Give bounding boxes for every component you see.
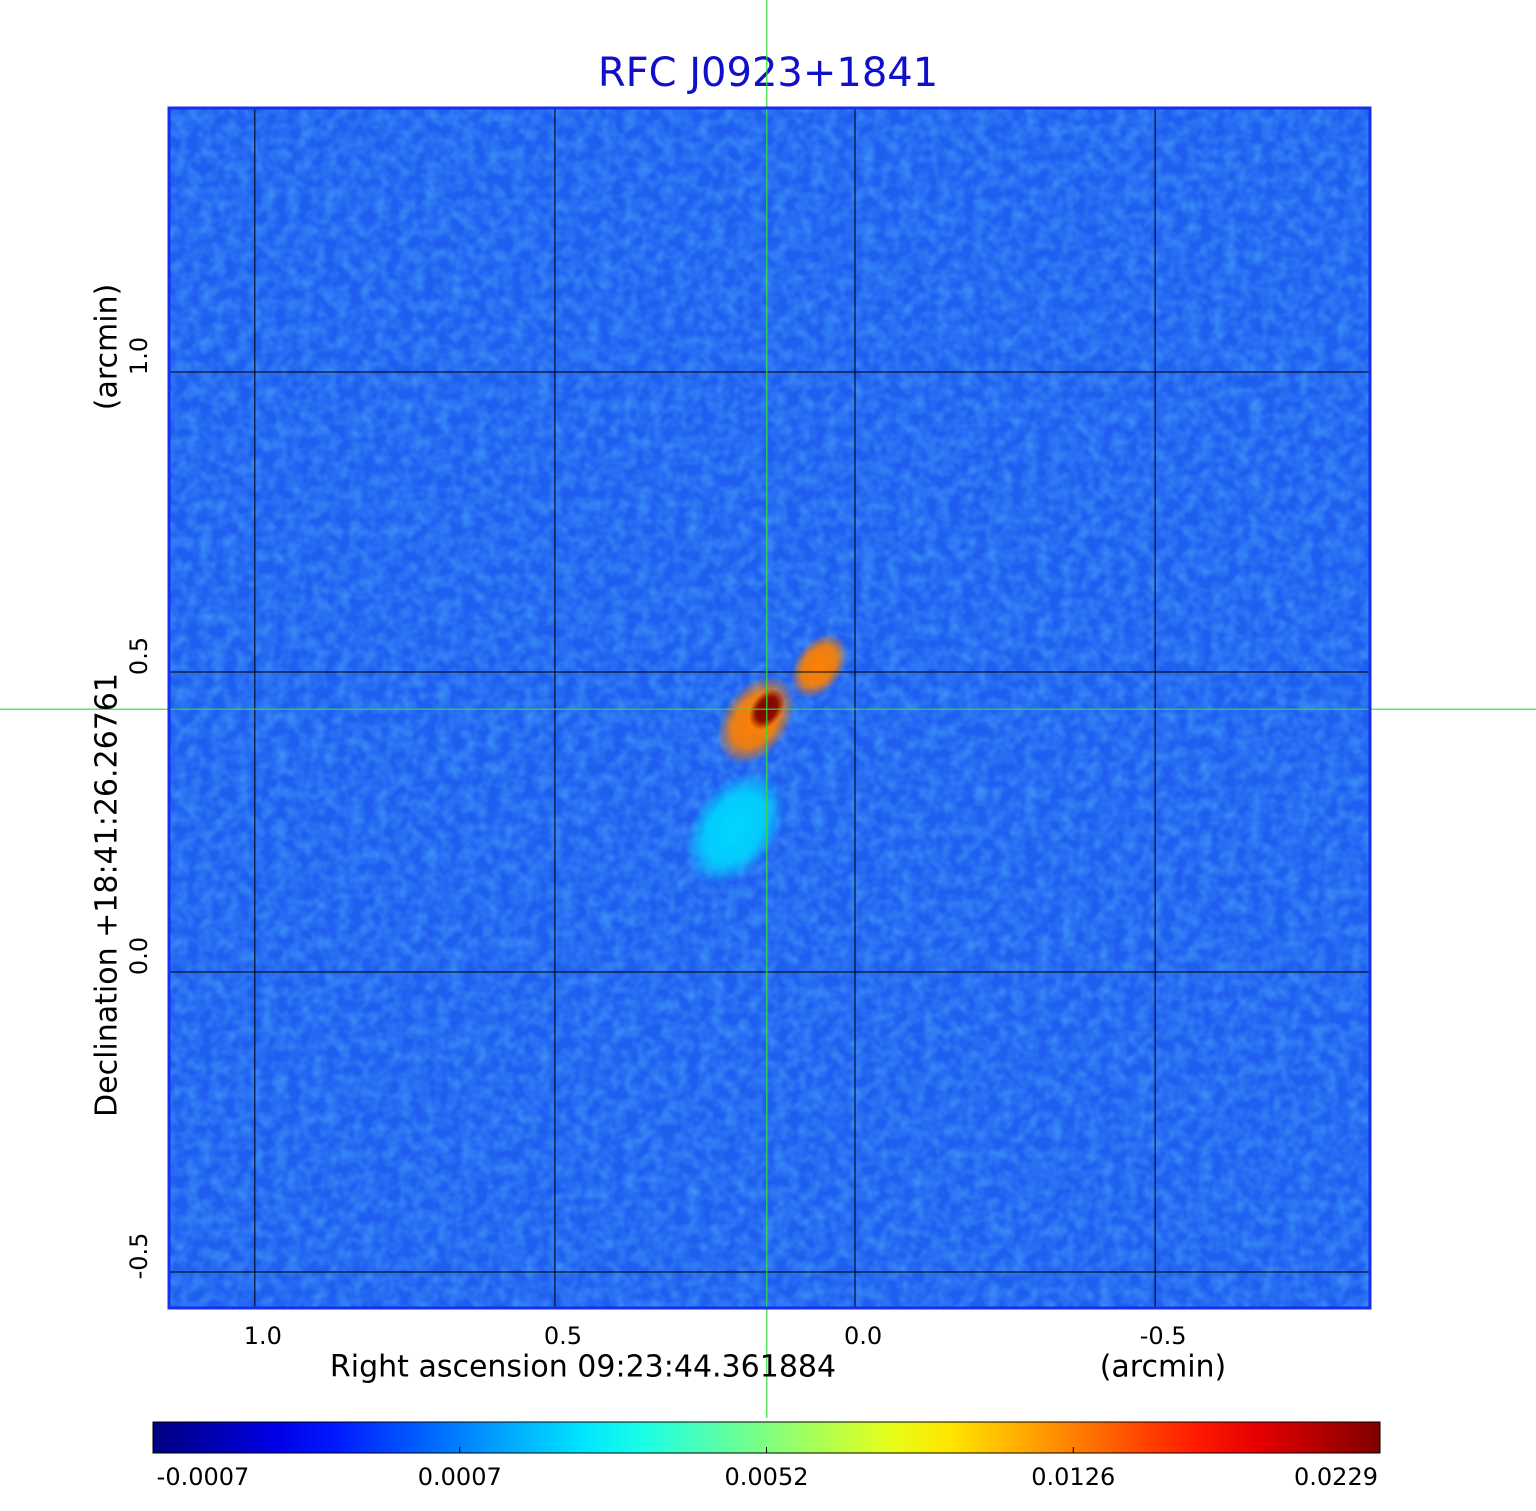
x-axis-unit: (arcmin) xyxy=(1100,1350,1227,1385)
colorbar-tick-label: 0.0126 xyxy=(1031,1463,1115,1491)
plot-frame xyxy=(167,106,1372,1310)
y-tick-label: -0.5 xyxy=(125,1233,153,1280)
source xyxy=(790,633,848,699)
y-axis-unit: (arcmin) xyxy=(90,284,125,411)
source xyxy=(685,771,785,885)
colorbar-tick-label: -0.0007 xyxy=(157,1463,250,1491)
x-tick-label: 0.0 xyxy=(844,1322,882,1350)
colorbar-tick-label: 0.0007 xyxy=(418,1463,502,1491)
colorbar-tick-label: 0.0052 xyxy=(725,1463,809,1491)
y-axis-label: Declination +18:41:26.26761 xyxy=(90,673,125,1117)
y-tick-label: 1.0 xyxy=(125,337,153,375)
chart-title: RFC J0923+1841 xyxy=(598,50,938,96)
x-tick-label: 1.0 xyxy=(244,1322,282,1350)
x-tick-label: -0.5 xyxy=(1140,1322,1187,1350)
image-area xyxy=(169,108,1370,1308)
x-tick-label: 0.5 xyxy=(544,1322,582,1350)
y-tick-label: 0.0 xyxy=(125,937,153,975)
colorbar-tick-label: 0.0229 xyxy=(1294,1463,1378,1491)
x-axis-label: Right ascension 09:23:44.361884 xyxy=(330,1350,836,1385)
y-tick-label: 0.5 xyxy=(125,637,153,675)
